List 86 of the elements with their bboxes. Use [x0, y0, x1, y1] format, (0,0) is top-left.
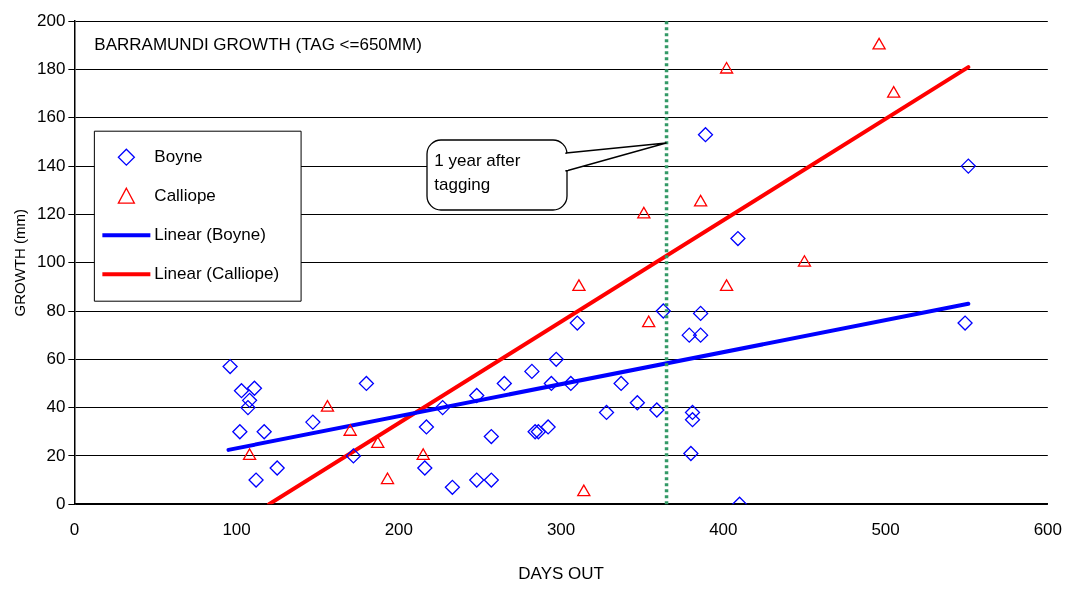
point [358, 375, 375, 392]
y-tick-label: 60 [46, 348, 66, 368]
x-tick-label: 500 [871, 520, 900, 540]
point [693, 194, 708, 207]
point [416, 448, 430, 461]
point [483, 472, 499, 488]
point [371, 436, 385, 448]
x-axis-title: DAYS OUT [518, 564, 604, 584]
point [681, 327, 697, 343]
point [797, 255, 812, 267]
point [233, 383, 250, 399]
point [719, 279, 734, 291]
point [540, 419, 556, 435]
point [435, 399, 451, 416]
y-tick-label: 80 [46, 300, 66, 320]
point [232, 424, 248, 440]
y-tick-label: 0 [55, 493, 66, 513]
point [269, 460, 285, 476]
point [684, 404, 701, 421]
point [957, 315, 973, 331]
point [305, 414, 321, 430]
point [343, 424, 357, 436]
y-tick-label: 200 [36, 10, 66, 30]
legend-label: Linear (Boyne) [154, 224, 266, 244]
legend-label: Linear (Calliope) [154, 263, 280, 283]
y-tick-label: 140 [36, 155, 66, 175]
point [483, 428, 499, 445]
point [960, 158, 976, 174]
text: BARRAMUNDI GROWTH (TAG <=650MM) [94, 34, 422, 54]
y-tick-label: 180 [36, 59, 66, 79]
y-tick-label: 160 [36, 107, 66, 127]
x-tick-label: 100 [222, 520, 251, 540]
y-tick-label: 20 [46, 445, 66, 465]
point [524, 363, 540, 380]
y-axis-title: GROWTH (mm) [11, 208, 29, 317]
point [684, 412, 701, 428]
x-tick-label: 400 [709, 520, 738, 540]
y-tick-label: 100 [36, 252, 66, 272]
point [543, 375, 560, 392]
point [719, 61, 734, 74]
point [613, 375, 629, 392]
point [248, 472, 264, 488]
point [320, 399, 335, 412]
point [530, 424, 547, 440]
point [637, 206, 651, 219]
point [692, 305, 709, 322]
point [577, 484, 591, 497]
point [629, 395, 645, 411]
point [418, 419, 435, 435]
point [598, 404, 615, 421]
point [469, 472, 485, 488]
point [240, 399, 256, 416]
x-tick-label: 600 [1033, 520, 1063, 540]
point [730, 230, 746, 247]
y-tick-label: 120 [36, 204, 66, 224]
point [496, 375, 512, 392]
point [692, 327, 709, 343]
point [572, 279, 586, 291]
legend-label: Calliope [154, 185, 216, 205]
x-tick-label: 0 [69, 520, 80, 540]
y-tick-label: 40 [46, 397, 66, 417]
point [256, 424, 272, 440]
point [563, 375, 579, 392]
point [548, 351, 564, 367]
point [569, 315, 585, 331]
point [241, 392, 258, 409]
point [683, 445, 699, 462]
point [886, 86, 901, 98]
point [222, 358, 238, 375]
annotation: 1 year after tagging [434, 150, 522, 197]
point [380, 472, 395, 485]
point [345, 448, 362, 464]
point [246, 380, 263, 396]
x-tick-label: 300 [546, 520, 576, 540]
legend-label: Boyne [154, 146, 203, 166]
point [697, 127, 714, 143]
x-tick-label: 200 [384, 520, 414, 540]
point [527, 424, 543, 440]
point [649, 402, 665, 418]
point [872, 37, 886, 50]
point [417, 460, 433, 476]
point [444, 479, 461, 495]
point [655, 303, 671, 319]
point [242, 448, 257, 461]
point [469, 387, 485, 404]
point [641, 315, 656, 328]
